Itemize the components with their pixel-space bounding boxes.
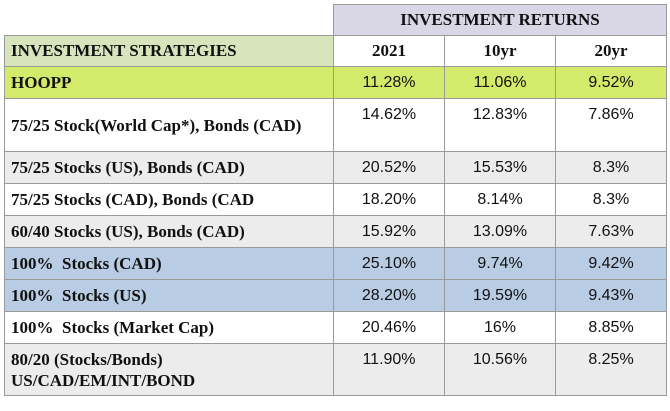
- return-10yr: 16%: [444, 311, 556, 344]
- strategy-name: 100% Stocks (CAD): [4, 247, 334, 280]
- return-2021: 11.28%: [333, 66, 445, 99]
- return-10yr: 10.56%: [444, 343, 556, 396]
- table-row: HOOPP 11.28% 11.06% 9.52%: [4, 66, 667, 99]
- return-10yr: 13.09%: [444, 215, 556, 248]
- strategy-name: 60/40 Stocks (US), Bonds (CAD): [4, 215, 334, 248]
- return-20yr: 7.86%: [555, 98, 667, 152]
- return-10yr: 8.14%: [444, 183, 556, 216]
- strategy-name: 80/20 (Stocks/Bonds) US/CAD/EM/INT/BOND: [4, 343, 334, 396]
- table-row: 75/25 Stock(World Cap*), Bonds (CAD) 14.…: [4, 98, 667, 152]
- return-2021: 14.62%: [333, 98, 445, 152]
- table-row: 75/25 Stocks (US), Bonds (CAD) 20.52% 15…: [4, 151, 667, 184]
- blank-corner-cell: [4, 4, 334, 36]
- return-2021: 20.46%: [333, 311, 445, 344]
- return-20yr: 8.3%: [555, 151, 667, 184]
- table-row: 100% Stocks (US) 28.20% 19.59% 9.43%: [4, 279, 667, 312]
- return-20yr: 9.42%: [555, 247, 667, 280]
- table-row: 100% Stocks (Market Cap) 20.46% 16% 8.85…: [4, 311, 667, 344]
- strategy-name: 75/25 Stocks (CAD), Bonds (CAD: [4, 183, 334, 216]
- column-header-20yr: 20yr: [555, 35, 667, 67]
- return-10yr: 12.83%: [444, 98, 556, 152]
- investment-returns-header: INVESTMENT RETURNS: [333, 4, 667, 36]
- strategy-name: 75/25 Stocks (US), Bonds (CAD): [4, 151, 334, 184]
- investment-strategies-header: INVESTMENT STRATEGIES: [4, 35, 334, 67]
- return-20yr: 8.85%: [555, 311, 667, 344]
- column-header-row: INVESTMENT STRATEGIES 2021 10yr 20yr: [4, 35, 667, 67]
- return-10yr: 11.06%: [444, 66, 556, 99]
- group-header-row: INVESTMENT RETURNS: [4, 4, 667, 36]
- strategy-name: HOOPP: [4, 66, 334, 99]
- return-20yr: 8.3%: [555, 183, 667, 216]
- return-20yr: 9.43%: [555, 279, 667, 312]
- table-row: 75/25 Stocks (CAD), Bonds (CAD 18.20% 8.…: [4, 183, 667, 216]
- return-2021: 11.90%: [333, 343, 445, 396]
- return-2021: 15.92%: [333, 215, 445, 248]
- strategy-name: 75/25 Stock(World Cap*), Bonds (CAD): [4, 98, 334, 152]
- return-2021: 28.20%: [333, 279, 445, 312]
- table-row: 60/40 Stocks (US), Bonds (CAD) 15.92% 13…: [4, 215, 667, 248]
- column-header-10yr: 10yr: [444, 35, 556, 67]
- strategy-name: 100% Stocks (Market Cap): [4, 311, 334, 344]
- column-header-2021: 2021: [333, 35, 445, 67]
- return-10yr: 9.74%: [444, 247, 556, 280]
- investment-returns-table: INVESTMENT RETURNS INVESTMENT STRATEGIES…: [4, 4, 667, 396]
- return-2021: 25.10%: [333, 247, 445, 280]
- return-20yr: 7.63%: [555, 215, 667, 248]
- return-20yr: 9.52%: [555, 66, 667, 99]
- table-row: 100% Stocks (CAD) 25.10% 9.74% 9.42%: [4, 247, 667, 280]
- return-20yr: 8.25%: [555, 343, 667, 396]
- return-10yr: 19.59%: [444, 279, 556, 312]
- strategy-name: 100% Stocks (US): [4, 279, 334, 312]
- return-10yr: 15.53%: [444, 151, 556, 184]
- return-2021: 20.52%: [333, 151, 445, 184]
- return-2021: 18.20%: [333, 183, 445, 216]
- table-row: 80/20 (Stocks/Bonds) US/CAD/EM/INT/BOND …: [4, 343, 667, 396]
